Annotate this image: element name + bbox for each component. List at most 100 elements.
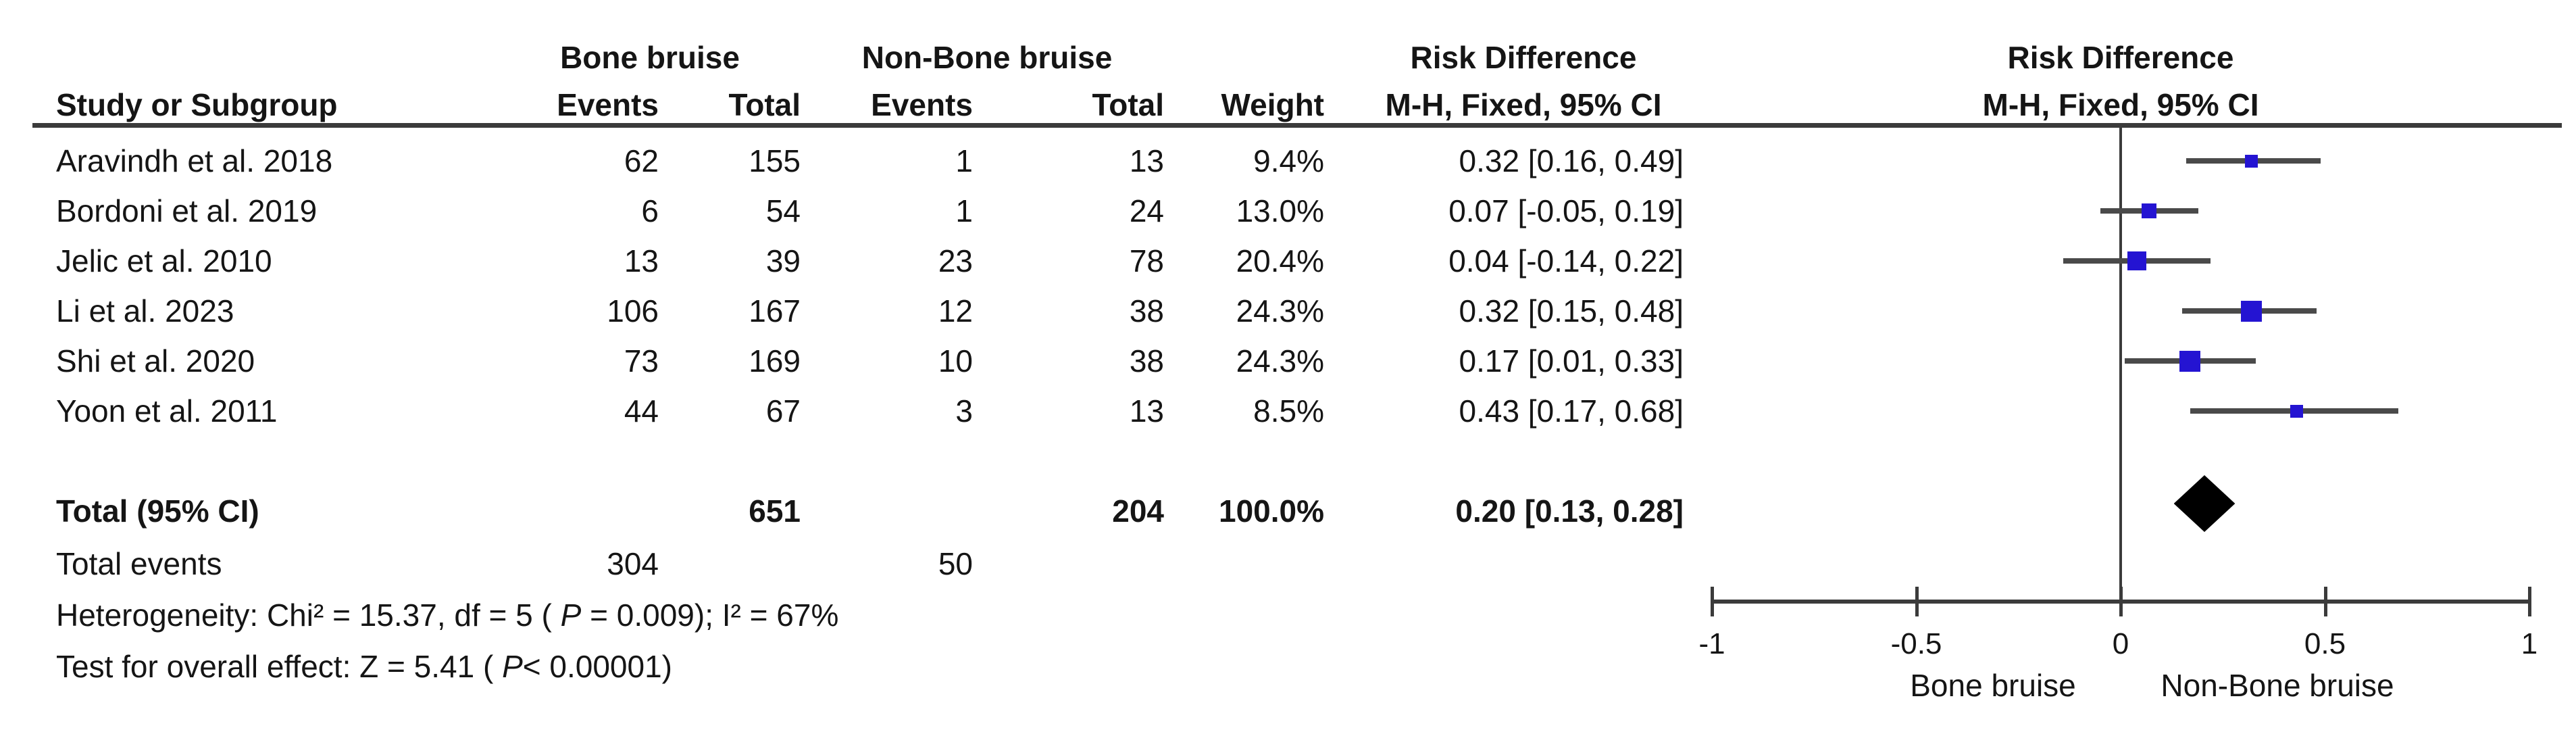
non-bone-bruise-events: 3 <box>955 393 973 429</box>
risk-difference-value: 0.32 [0.16, 0.49] <box>1459 143 1684 178</box>
table-row: Yoon et al. 2011 44 67 3 13 8.5% 0.43 [0.17, 0… <box>0 386 2576 436</box>
risk-difference-value: 0.32 [0.15, 0.48] <box>1459 293 1684 328</box>
bone-bruise-total: 169 <box>749 343 801 379</box>
total-label: Total (95% CI) <box>56 493 259 529</box>
bone-bruise-total: 67 <box>765 393 801 429</box>
total-events-row: Total events 304 50 <box>0 539 2576 589</box>
bone-bruise-total: 155 <box>749 143 801 178</box>
effect-square <box>2127 251 2147 270</box>
bone-bruise-events: 44 <box>624 393 659 429</box>
total-row: Total (95% CI) 651 204 100.0% 0.20 [0.13… <box>0 486 2576 536</box>
bone-bruise-events: 106 <box>607 293 659 328</box>
effect-square <box>2179 350 2201 372</box>
total-events-bone-bruise: 304 <box>607 546 659 581</box>
weight-value: 8.5% <box>1253 393 1324 429</box>
rd-column-header-line1: Risk Difference <box>1410 40 1637 75</box>
study-name: Shi et al. 2020 <box>56 343 255 379</box>
bone-bruise-events: 73 <box>624 343 659 379</box>
total-events-label: Total events <box>56 546 222 581</box>
plot-header-line2: M-H, Fixed, 95% CI <box>1982 87 2259 122</box>
heterogeneity-text-pre: Heterogeneity: Chi² = 15.37, df = 5 ( <box>56 598 561 633</box>
risk-difference-value: 0.04 [-0.14, 0.22] <box>1448 243 1684 278</box>
overall-effect-line: Test for overall effect: Z = 5.41 ( P< 0… <box>56 641 672 691</box>
table-row: Shi et al. 2020 73 169 10 38 24.3% 0.17 [0.01,… <box>0 336 2576 386</box>
bone-bruise-total-header: Total <box>728 87 801 122</box>
bone-bruise-total: 54 <box>765 193 801 228</box>
non-bone-bruise-grand-total: 204 <box>1112 493 1164 529</box>
overall-effect-text-post: < 0.00001) <box>522 649 672 684</box>
axis-tick-label: 1 <box>2521 627 2538 660</box>
non-bone-bruise-events: 23 <box>938 243 973 278</box>
non-bone-bruise-total: 38 <box>1129 343 1164 379</box>
table-row: Jelic et al. 2010 13 39 23 78 20.4% 0.04 [-0.1… <box>0 236 2576 286</box>
weight-value: 24.3% <box>1236 343 1324 379</box>
risk-difference-value: 0.07 [-0.05, 0.19] <box>1448 193 1684 228</box>
total-diamond <box>2173 475 2236 532</box>
axis-tick <box>1915 587 1919 616</box>
study-name: Aravindh et al. 2018 <box>56 143 333 178</box>
group-header-bone-bruise: Bone bruise <box>560 40 740 75</box>
non-bone-bruise-total: 13 <box>1129 143 1164 178</box>
table-row: Li et al. 2023 106 167 12 38 24.3% 0.32 [0.15,… <box>0 286 2576 336</box>
total-risk-difference: 0.20 [0.13, 0.28] <box>1455 493 1684 529</box>
heterogeneity-line: Heterogeneity: Chi² = 15.37, df = 5 ( P … <box>56 590 838 640</box>
heterogeneity-p-symbol: P <box>560 598 582 633</box>
weight-value: 24.3% <box>1236 293 1324 328</box>
non-bone-bruise-total: 78 <box>1129 243 1164 278</box>
group-header-non-bone-bruise: Non-Bone bruise <box>861 40 1113 75</box>
study-name: Jelic et al. 2010 <box>56 243 272 278</box>
axis-tick-label: 0.5 <box>2304 627 2346 660</box>
rd-column-header-line2: M-H, Fixed, 95% CI <box>1385 87 1662 122</box>
non-bone-bruise-events: 1 <box>955 193 973 228</box>
risk-difference-value: 0.43 [0.17, 0.68] <box>1459 393 1684 429</box>
weight-value: 13.0% <box>1236 193 1324 228</box>
bone-bruise-events-header: Events <box>557 87 659 122</box>
plot-header-line1: Risk Difference <box>2007 40 2234 75</box>
non-bone-bruise-events: 12 <box>938 293 973 328</box>
axis-left-caption: Bone bruise <box>1910 668 2076 703</box>
non-bone-bruise-total: 24 <box>1129 193 1164 228</box>
header-rule <box>32 123 2562 128</box>
table-row: Aravindh et al. 2018 62 155 1 13 9.4% 0.32 [0.… <box>0 136 2576 186</box>
weight-value: 20.4% <box>1236 243 1324 278</box>
total-events-non-bone-bruise: 50 <box>938 546 973 581</box>
axis-tick-label: -0.5 <box>1890 627 1942 660</box>
risk-difference-value: 0.17 [0.01, 0.33] <box>1459 343 1684 379</box>
overall-effect-text-pre: Test for overall effect: Z = 5.41 ( <box>56 649 503 684</box>
study-name: Yoon et al. 2011 <box>56 393 278 429</box>
non-bone-bruise-events: 1 <box>955 143 973 178</box>
bone-bruise-events: 13 <box>624 243 659 278</box>
weight-column-header: Weight <box>1221 87 1324 122</box>
study-column-header: Study or Subgroup <box>56 87 338 122</box>
effect-square <box>2245 154 2258 168</box>
non-bone-bruise-total: 38 <box>1129 293 1164 328</box>
weight-value: 9.4% <box>1253 143 1324 178</box>
study-name: Li et al. 2023 <box>56 293 234 328</box>
overall-effect-p-symbol: P <box>502 649 523 684</box>
bone-bruise-grand-total: 651 <box>749 493 801 529</box>
zero-line <box>2119 128 2122 602</box>
non-bone-bruise-events-header: Events <box>871 87 973 122</box>
table-row: Bordoni et al. 2019 6 54 1 24 13.0% 0.07 [-0.0… <box>0 186 2576 236</box>
non-bone-bruise-events: 10 <box>938 343 973 379</box>
axis-tick-label: -1 <box>1698 627 1725 660</box>
axis-tick <box>1711 587 1714 616</box>
effect-square <box>2241 300 2263 322</box>
non-bone-bruise-total: 13 <box>1129 393 1164 429</box>
heterogeneity-text-post: = 0.009); I² = 67% <box>581 598 839 633</box>
bone-bruise-events: 62 <box>624 143 659 178</box>
bone-bruise-total: 39 <box>765 243 801 278</box>
axis-tick <box>2528 587 2531 616</box>
axis-right-caption: Non-Bone bruise <box>2161 668 2394 703</box>
non-bone-bruise-total-header: Total <box>1092 87 1164 122</box>
bone-bruise-total: 167 <box>749 293 801 328</box>
study-name: Bordoni et al. 2019 <box>56 193 318 228</box>
axis-tick <box>2119 587 2123 616</box>
axis-tick <box>2323 587 2327 616</box>
total-weight: 100.0% <box>1218 493 1324 529</box>
bone-bruise-events: 6 <box>641 193 659 228</box>
effect-square <box>2142 203 2157 218</box>
